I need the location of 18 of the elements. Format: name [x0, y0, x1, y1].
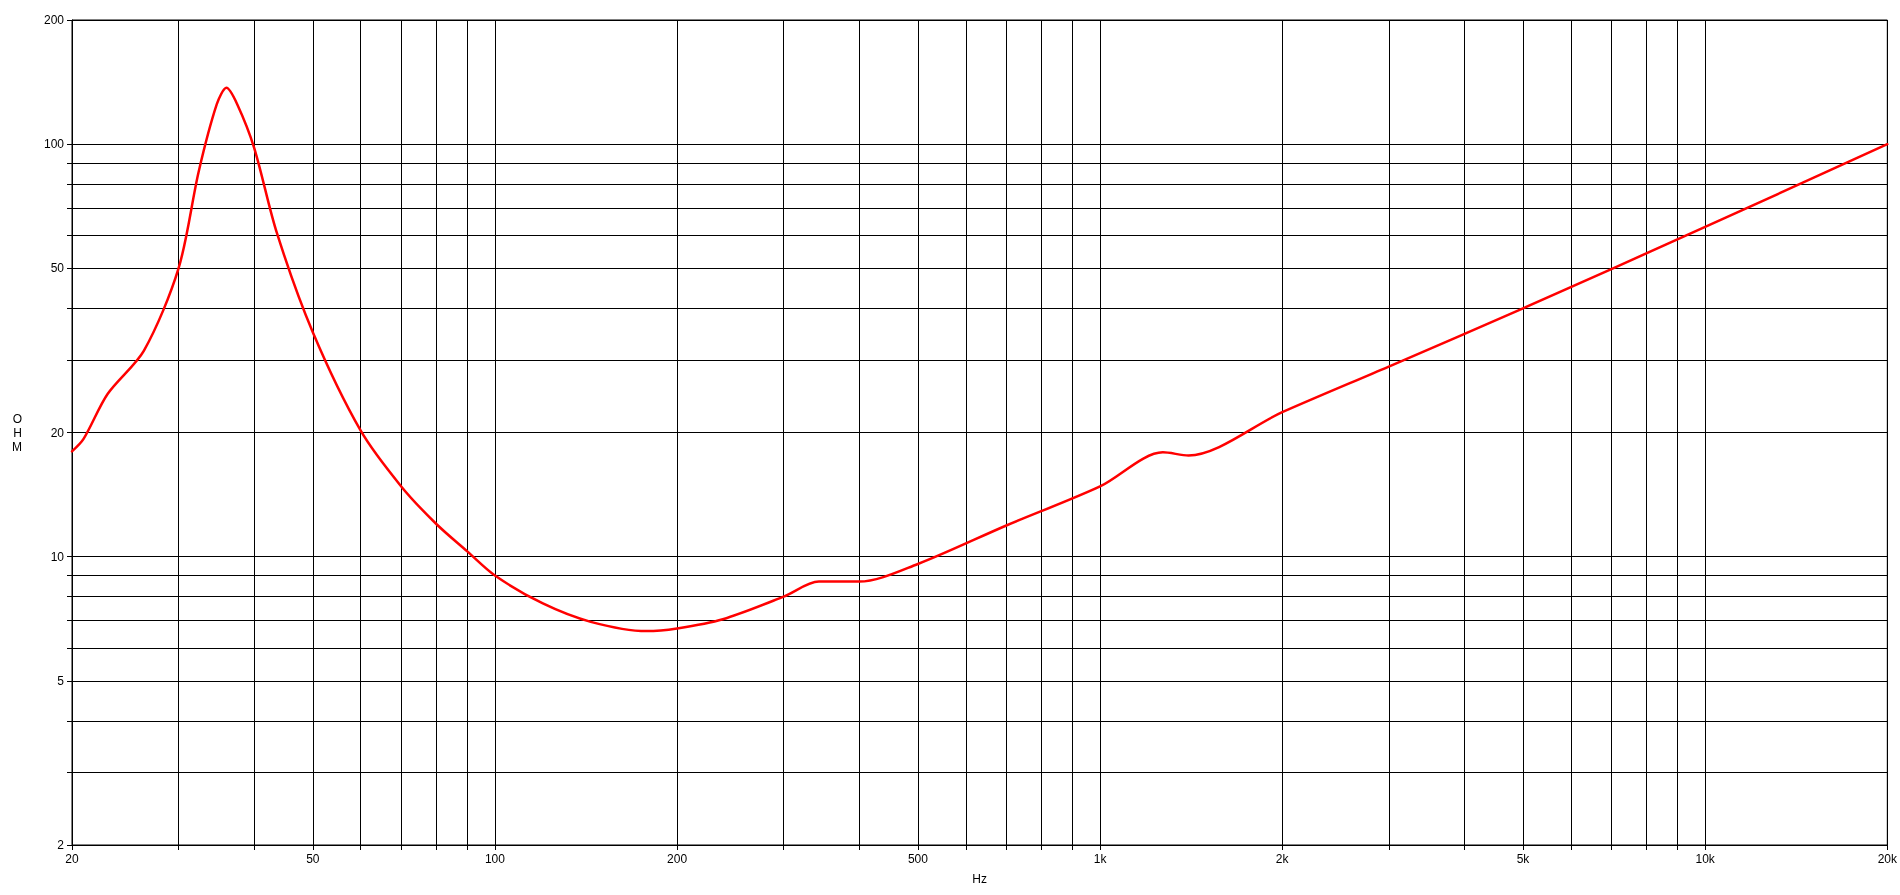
y-tick-label: 10	[50, 549, 65, 564]
y-tick-label: 50	[50, 261, 65, 276]
y-tick-label: 5	[57, 673, 65, 688]
x-tick-label: 1k	[1093, 852, 1108, 866]
y-tick-label: 2	[57, 838, 65, 852]
y-tick-label: 200	[43, 13, 65, 27]
y-tick-label: 100	[43, 137, 65, 152]
x-tick-label: 50	[306, 852, 320, 866]
y-axis-title: OHM	[12, 411, 22, 454]
x-axis-title: Hz	[972, 872, 987, 886]
x-tick-label: 20k	[1877, 852, 1898, 866]
x-tick-label: 10k	[1695, 852, 1716, 866]
x-tick-label: 100	[484, 852, 506, 866]
y-tick-label: 20	[50, 425, 65, 440]
x-tick-label: 500	[907, 852, 929, 866]
x-tick-label: 5k	[1516, 852, 1531, 866]
x-tick-label: 200	[667, 852, 688, 866]
x-tick-label: 2k	[1275, 852, 1290, 866]
